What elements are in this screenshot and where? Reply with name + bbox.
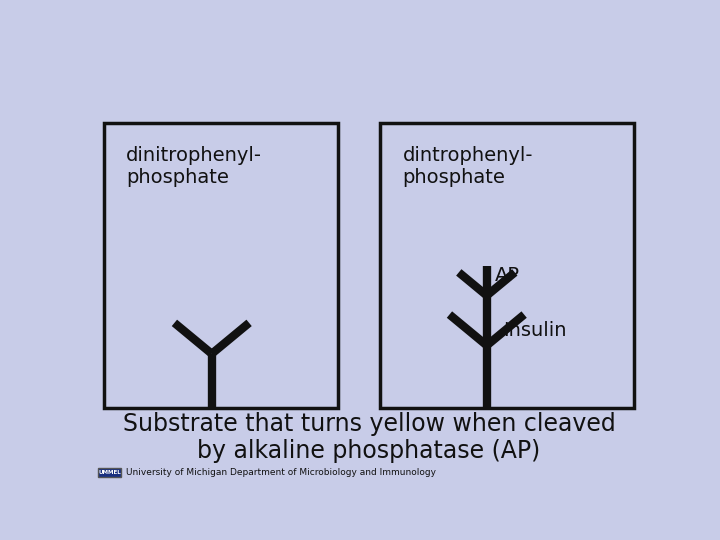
Text: dinitrophenyl-
phosphate: dinitrophenyl- phosphate [126, 146, 262, 187]
Text: UMMEL: UMMEL [98, 470, 121, 475]
Text: AP: AP [495, 266, 520, 286]
FancyBboxPatch shape [380, 123, 634, 408]
Text: Insulin: Insulin [503, 321, 567, 340]
Text: Substrate that turns yellow when cleaved: Substrate that turns yellow when cleaved [122, 413, 616, 436]
FancyBboxPatch shape [104, 123, 338, 408]
FancyBboxPatch shape [99, 468, 121, 477]
Text: University of Michigan Department of Microbiology and Immunology: University of Michigan Department of Mic… [126, 468, 436, 477]
Text: by alkaline phosphatase (AP): by alkaline phosphatase (AP) [197, 438, 541, 463]
Text: dintrophenyl-
phosphate: dintrophenyl- phosphate [402, 146, 533, 187]
